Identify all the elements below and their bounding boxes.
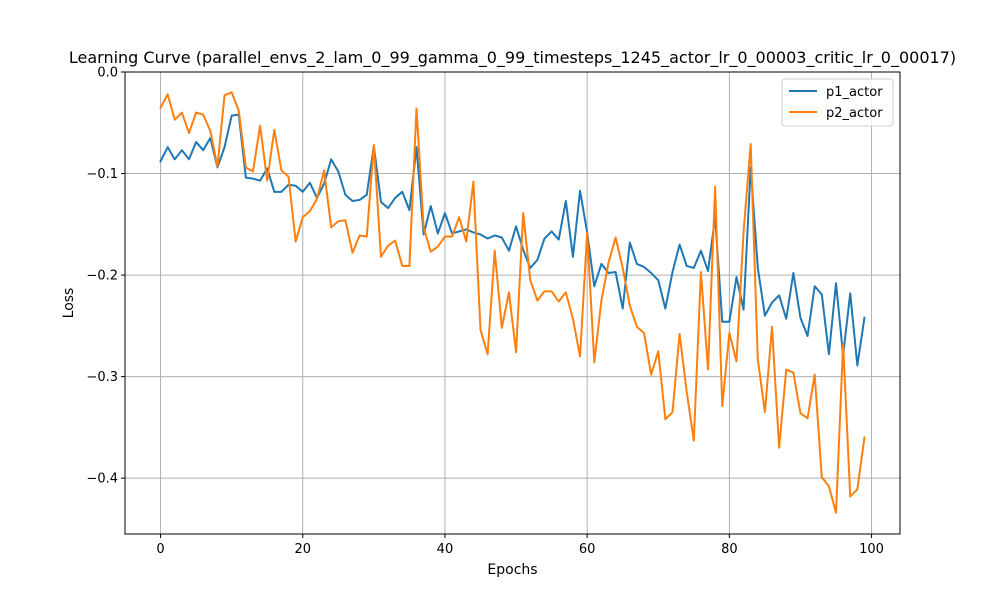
y-tick-label: −0.2 (86, 269, 118, 284)
x-tick-label: 80 (721, 542, 738, 557)
series-lines (159, 91, 866, 514)
x-tick-label: 60 (579, 542, 596, 557)
axis-ticks: 0 20 40 60 80 100 0.0 −0.1 −0.2 −0.3 −0.4 (86, 66, 884, 558)
plot-frame (124, 71, 901, 535)
y-tick-label: −0.4 (86, 472, 118, 487)
y-tick-label: 0.0 (97, 66, 118, 81)
x-tick-label: 100 (859, 542, 884, 557)
x-tick-label: 40 (437, 542, 454, 557)
y-axis-label: Loss (61, 288, 77, 319)
x-tick-label: 20 (294, 542, 311, 557)
x-axis-label: Epochs (487, 562, 537, 578)
legend-label-p2-actor: p2_actor (826, 106, 883, 121)
chart-title: Learning Curve (parallel_envs_2_lam_0_99… (69, 48, 956, 68)
y-tick-label: −0.3 (86, 370, 118, 385)
series-line-p2-actor (159, 91, 866, 514)
series-line-p1-actor (159, 113, 866, 367)
x-tick-label: 0 (156, 542, 164, 557)
legend-label-p1-actor: p1_actor (826, 85, 883, 100)
legend: p1_actor p2_actor (781, 78, 894, 127)
y-tick-label: −0.1 (86, 167, 118, 182)
